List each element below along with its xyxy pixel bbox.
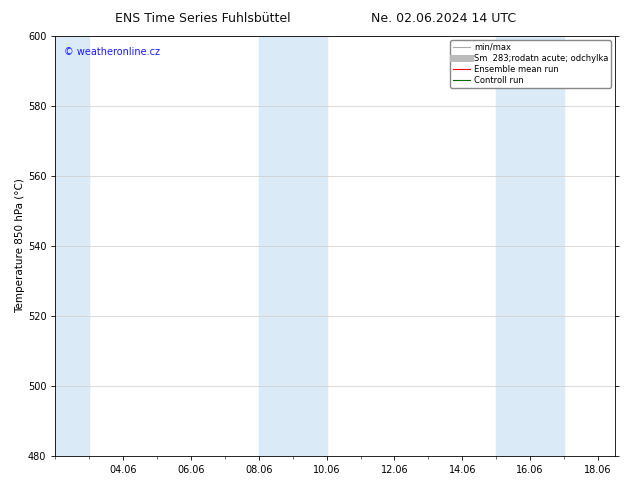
Bar <box>496 36 564 456</box>
Bar <box>55 36 89 456</box>
Y-axis label: Temperature 850 hPa (°C): Temperature 850 hPa (°C) <box>15 179 25 314</box>
Text: © weatheronline.cz: © weatheronline.cz <box>64 47 160 57</box>
Legend: min/max, Sm  283;rodatn acute; odchylka, Ensemble mean run, Controll run: min/max, Sm 283;rodatn acute; odchylka, … <box>451 40 611 88</box>
Bar <box>259 36 327 456</box>
Text: Ne. 02.06.2024 14 UTC: Ne. 02.06.2024 14 UTC <box>372 12 516 25</box>
Text: ENS Time Series Fuhlsbüttel: ENS Time Series Fuhlsbüttel <box>115 12 291 25</box>
